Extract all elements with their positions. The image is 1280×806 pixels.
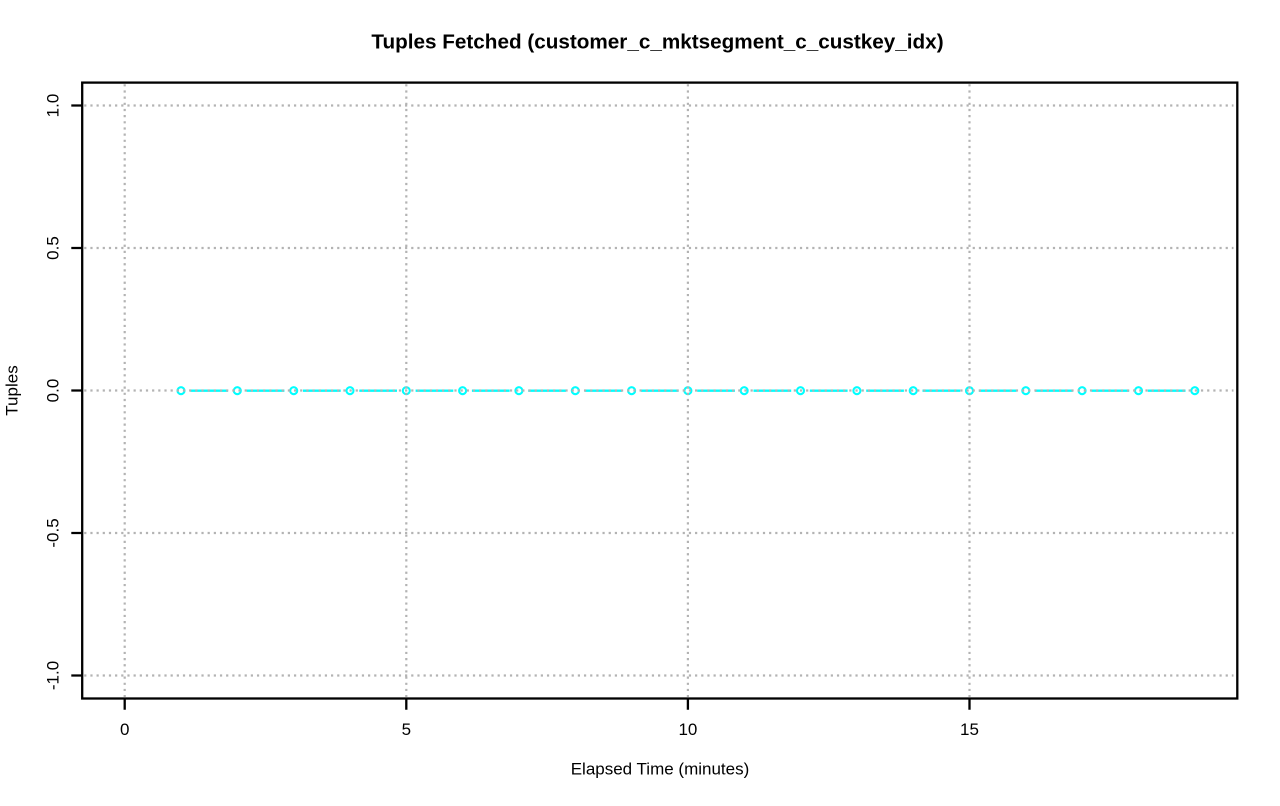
svg-text:0.5: 0.5 — [43, 236, 62, 260]
svg-text:1.0: 1.0 — [43, 94, 62, 118]
svg-text:0: 0 — [120, 720, 129, 739]
svg-text:Elapsed Time (minutes): Elapsed Time (minutes) — [571, 759, 750, 778]
svg-text:0.0: 0.0 — [43, 379, 62, 403]
svg-text:-0.5: -0.5 — [43, 518, 62, 547]
svg-text:-1.0: -1.0 — [43, 661, 62, 690]
svg-text:5: 5 — [402, 720, 411, 739]
svg-text:10: 10 — [678, 720, 697, 739]
svg-text:Tuples: Tuples — [2, 365, 21, 415]
svg-text:Tuples Fetched (customer_c_mkt: Tuples Fetched (customer_c_mktsegment_c_… — [371, 30, 943, 53]
svg-text:15: 15 — [960, 720, 979, 739]
